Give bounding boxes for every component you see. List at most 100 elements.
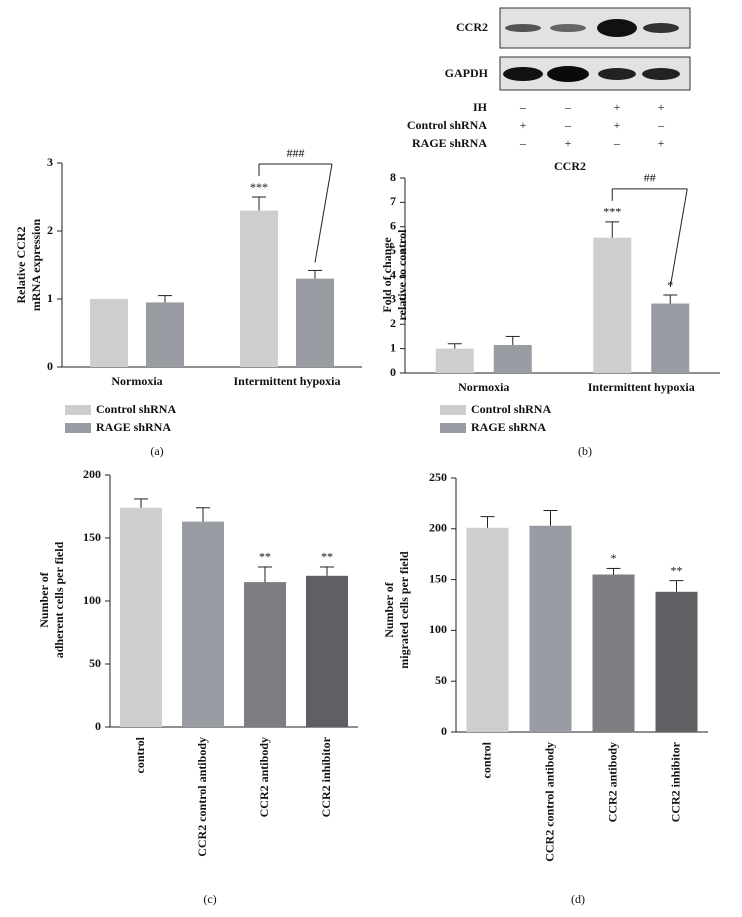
significance-label: *** bbox=[250, 180, 268, 194]
x-tick-label: CCR2 inhibitor bbox=[319, 736, 333, 817]
y-tick-label: 6 bbox=[390, 219, 396, 233]
y-axis-label: mRNA expression bbox=[29, 219, 43, 311]
y-tick-label: 3 bbox=[47, 155, 53, 169]
bar bbox=[296, 278, 334, 367]
bar bbox=[240, 210, 278, 367]
condition-sign: – bbox=[657, 118, 665, 132]
y-tick-label: 200 bbox=[83, 467, 101, 481]
chart-title: CCR2 bbox=[554, 159, 586, 173]
y-tick-label: 1 bbox=[47, 291, 53, 305]
condition-sign: + bbox=[520, 118, 527, 132]
significance-label: ** bbox=[321, 550, 333, 564]
blot-band bbox=[505, 24, 541, 32]
x-tick-label: CCR2 antibody bbox=[605, 742, 619, 822]
bar bbox=[182, 521, 224, 727]
bracket bbox=[314, 163, 333, 263]
y-axis-label: adherent cells per field bbox=[52, 541, 66, 658]
condition-sign: + bbox=[658, 136, 665, 150]
condition-sign: – bbox=[564, 118, 572, 132]
panel-label: (d) bbox=[571, 892, 585, 906]
comparison-label: ## bbox=[644, 171, 656, 185]
bar bbox=[466, 527, 509, 732]
comparison-label: ### bbox=[287, 146, 305, 160]
y-tick-label: 0 bbox=[47, 359, 53, 373]
blot-row-label: GAPDH bbox=[445, 66, 489, 80]
blot-band bbox=[598, 68, 636, 80]
bar bbox=[90, 299, 128, 367]
y-tick-label: 0 bbox=[390, 365, 396, 379]
condition-sign: – bbox=[613, 136, 621, 150]
significance-label: * bbox=[611, 551, 617, 565]
bracket bbox=[669, 188, 688, 288]
y-tick-label: 1 bbox=[390, 340, 396, 354]
bar bbox=[593, 237, 632, 373]
y-tick-label: 4 bbox=[390, 267, 396, 281]
legend-label: RAGE shRNA bbox=[471, 420, 546, 434]
blot-band bbox=[597, 19, 637, 37]
legend-label: RAGE shRNA bbox=[96, 420, 171, 434]
legend-swatch bbox=[440, 423, 466, 433]
y-axis-label: migrated cells per field bbox=[397, 551, 411, 669]
x-tick-label: Normoxia bbox=[111, 374, 162, 388]
y-axis-label: relative to control bbox=[395, 229, 409, 321]
x-tick-label: Normoxia bbox=[458, 380, 509, 394]
blot-band bbox=[643, 23, 679, 33]
x-tick-label: CCR2 control antibody bbox=[195, 737, 209, 857]
legend-label: Control shRNA bbox=[96, 402, 176, 416]
significance-label: ** bbox=[259, 550, 271, 564]
y-axis-label: Number of bbox=[37, 571, 51, 627]
bar bbox=[306, 575, 348, 727]
condition-sign: + bbox=[614, 118, 621, 132]
y-tick-label: 7 bbox=[390, 194, 396, 208]
bar bbox=[120, 507, 162, 727]
y-tick-label: 3 bbox=[390, 292, 396, 306]
legend-swatch bbox=[65, 405, 91, 415]
condition-sign: – bbox=[519, 100, 527, 114]
significance-label: ** bbox=[671, 563, 683, 577]
blot-row-label: CCR2 bbox=[456, 20, 488, 34]
condition-label: IH bbox=[473, 100, 488, 114]
condition-sign: + bbox=[614, 100, 621, 114]
condition-label: Control shRNA bbox=[407, 118, 487, 132]
x-tick-label: CCR2 control antibody bbox=[542, 742, 556, 862]
y-tick-label: 50 bbox=[435, 673, 447, 687]
bar bbox=[244, 582, 286, 727]
bar bbox=[146, 302, 184, 367]
y-axis-label: Number of bbox=[382, 581, 396, 637]
condition-sign: + bbox=[658, 100, 665, 114]
bar bbox=[435, 348, 474, 373]
y-axis-label: Relative CCR2 bbox=[14, 227, 28, 304]
x-tick-label: Intermittent hypoxia bbox=[234, 374, 341, 388]
legend-label: Control shRNA bbox=[471, 402, 551, 416]
bar bbox=[493, 344, 532, 373]
condition-label: RAGE shRNA bbox=[412, 136, 487, 150]
western-blot bbox=[499, 7, 691, 91]
blot-band bbox=[503, 67, 543, 81]
blot-band bbox=[642, 68, 680, 80]
panel-label: (a) bbox=[150, 444, 163, 458]
x-tick-label: CCR2 antibody bbox=[257, 737, 271, 817]
legend-swatch bbox=[65, 423, 91, 433]
blot-band bbox=[547, 66, 589, 82]
legend-swatch bbox=[440, 405, 466, 415]
y-tick-label: 0 bbox=[441, 724, 447, 738]
y-tick-label: 150 bbox=[83, 530, 101, 544]
significance-label: *** bbox=[603, 205, 621, 219]
y-tick-label: 50 bbox=[89, 656, 101, 670]
bar bbox=[651, 303, 690, 373]
y-tick-label: 2 bbox=[47, 223, 53, 237]
condition-sign: – bbox=[519, 136, 527, 150]
y-tick-label: 100 bbox=[83, 593, 101, 607]
x-tick-label: control bbox=[479, 741, 493, 778]
blot-band bbox=[550, 24, 586, 32]
x-tick-label: CCR2 inhibitor bbox=[668, 741, 682, 822]
x-tick-label: control bbox=[133, 736, 147, 773]
y-tick-label: 250 bbox=[429, 470, 447, 484]
y-tick-label: 5 bbox=[390, 243, 396, 257]
condition-sign: + bbox=[565, 136, 572, 150]
bar bbox=[592, 574, 635, 732]
y-tick-label: 200 bbox=[429, 521, 447, 535]
y-tick-label: 0 bbox=[95, 719, 101, 733]
y-tick-label: 2 bbox=[390, 316, 396, 330]
